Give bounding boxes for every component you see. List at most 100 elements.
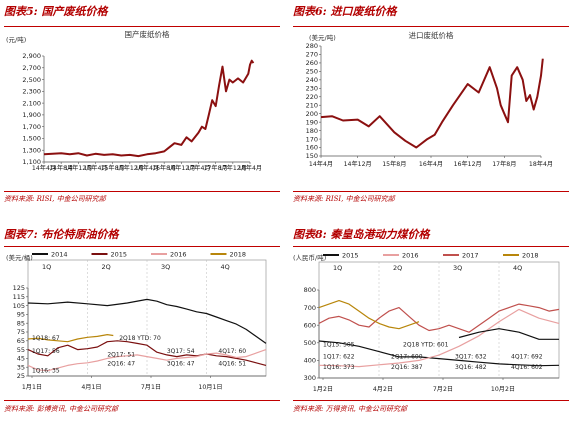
data-annotation: 3Q17: 54 bbox=[167, 348, 195, 355]
series-line bbox=[27, 349, 267, 372]
source-rule bbox=[4, 400, 280, 401]
legend-label: 2018 bbox=[230, 250, 247, 258]
data-annotation: 2Q16: 387 bbox=[391, 364, 423, 371]
legend-label: 2018 bbox=[522, 251, 539, 259]
figure-title: 图表5: 国产废纸价格 bbox=[4, 5, 108, 18]
source-rule bbox=[293, 400, 569, 401]
panel-brent-oil: 图表7: 布伦特原油价格 (美元/桶) 25 35 45 55 65 75 85 95 105 11… bbox=[0, 214, 289, 427]
source-note: 资料来源: RISI, 中金公司研究部 bbox=[4, 195, 106, 203]
y-tick-label: 800 bbox=[304, 286, 316, 294]
y-tick-label: 160 bbox=[306, 144, 318, 152]
quarter-label: 3Q bbox=[453, 264, 462, 272]
source-note: 资料来源: RISI, 中金公司研究部 bbox=[293, 195, 395, 203]
y-tick-label: 270 bbox=[306, 51, 318, 59]
y-tick-label: 75 bbox=[17, 328, 25, 336]
y-tick-label: 35 bbox=[17, 363, 25, 371]
y-tick-label: 180 bbox=[306, 127, 318, 135]
source-rule bbox=[293, 191, 569, 192]
y-tick-label: 200 bbox=[306, 110, 318, 118]
legend-label: 2015 bbox=[111, 250, 128, 258]
x-tick-label: 4月1日 bbox=[81, 384, 101, 391]
data-annotation: 1Q17: 622 bbox=[323, 354, 355, 361]
y-tick-label: 1,900 bbox=[22, 111, 41, 119]
x-tick-label: 14年4月 bbox=[32, 164, 56, 172]
x-tick-label: 15年12月 bbox=[116, 164, 144, 172]
y-tick-label: 95 bbox=[17, 311, 25, 319]
y-tick-label: 400 bbox=[304, 357, 316, 365]
y-tick-label: 105 bbox=[13, 302, 25, 310]
y-axis-label: (人民币/吨) bbox=[293, 253, 326, 262]
legend-label: 2016 bbox=[170, 250, 187, 258]
y-axis-label: (元/吨) bbox=[6, 35, 26, 44]
data-annotation: 1Q18: 67 bbox=[32, 335, 60, 342]
quarter-label: 1Q bbox=[333, 264, 342, 272]
data-annotation: 2Q16: 47 bbox=[107, 360, 135, 367]
chart-imported-wastepaper: 进口废纸价格(美元/吨)1501601701801902002102202302… bbox=[306, 30, 554, 168]
y-tick-label: 280 bbox=[306, 42, 318, 50]
data-annotation: 3Q17: 632 bbox=[455, 354, 487, 361]
y-tick-label: 45 bbox=[17, 355, 25, 363]
x-tick-label: 14年12月 bbox=[64, 164, 92, 172]
data-annotation: 3Q16: 482 bbox=[455, 364, 487, 371]
source-note: 资料来源: 彭博资讯, 中金公司研究部 bbox=[4, 405, 119, 413]
x-tick-label: 7月1日 bbox=[141, 384, 161, 391]
series-line bbox=[318, 340, 560, 367]
series-line bbox=[318, 308, 560, 368]
x-tick-label: 14年8月 bbox=[49, 164, 73, 172]
series-line bbox=[43, 59, 255, 158]
y-tick-label: 85 bbox=[17, 319, 25, 327]
data-annotation: 1Q15: 505 bbox=[323, 341, 355, 348]
x-tick-label: 15年8月 bbox=[101, 164, 125, 172]
quarter-label: 1Q bbox=[42, 263, 51, 271]
y-tick-label: 55 bbox=[17, 346, 25, 354]
series-line bbox=[318, 303, 560, 333]
quarter-label: 4Q bbox=[513, 264, 522, 272]
y-tick-label: 25 bbox=[17, 372, 25, 380]
y-tick-label: 2,100 bbox=[22, 99, 41, 107]
data-annotation: 4Q16: 602 bbox=[511, 364, 543, 371]
y-axis-label: (美元/桶) bbox=[6, 253, 33, 262]
x-tick-label: 17年4月 bbox=[186, 164, 210, 172]
x-tick-label: 15年8月 bbox=[382, 160, 406, 168]
data-annotation: 2Q18 YTD: 601 bbox=[403, 341, 449, 348]
x-tick-label: 14年12月 bbox=[344, 160, 372, 168]
y-tick-label: 600 bbox=[304, 321, 316, 329]
data-annotation: 4Q17: 692 bbox=[511, 354, 543, 361]
data-annotation: 3Q16: 47 bbox=[167, 360, 195, 367]
y-tick-label: 2,700 bbox=[22, 64, 41, 72]
series-line bbox=[320, 58, 544, 149]
legend-label: 2017 bbox=[462, 251, 479, 259]
y-tick-label: 220 bbox=[306, 93, 318, 101]
legend-label: 2014 bbox=[51, 250, 68, 258]
legend-label: 2016 bbox=[402, 251, 419, 259]
data-annotation: 1Q16: 373 bbox=[323, 364, 355, 371]
series-line bbox=[458, 328, 559, 340]
panel-imported-wastepaper: 图表6: 进口废纸价格 进口废纸价格 (美元/吨) 150 160 170 180 190 2… bbox=[289, 0, 578, 214]
x-tick-label: 16年12月 bbox=[167, 164, 195, 172]
title-rule bbox=[4, 246, 280, 247]
chart-title: 国产废纸价格 bbox=[125, 29, 170, 39]
x-tick-label: 1月1日 bbox=[22, 384, 42, 391]
x-tick-label: 16年4月 bbox=[419, 160, 443, 168]
x-tick-label: 1月2日 bbox=[313, 386, 333, 393]
series-line bbox=[27, 340, 267, 366]
x-tick-label: 17年8月 bbox=[204, 164, 228, 172]
x-tick-label: 10月1日 bbox=[198, 384, 222, 391]
series-line bbox=[318, 299, 420, 330]
y-tick-label: 1,700 bbox=[22, 123, 41, 131]
y-tick-label: 260 bbox=[306, 59, 318, 67]
y-tick-label: 170 bbox=[306, 135, 318, 143]
x-tick-label: 15年4月 bbox=[83, 164, 107, 172]
y-tick-label: 230 bbox=[306, 85, 318, 93]
chart-domestic-wastepaper: 国产废纸价格 (元/吨) 1,100 1,300 1,500 1,700 1,900 2,10… bbox=[6, 29, 262, 172]
x-tick-label: 16年8月 bbox=[152, 164, 176, 172]
x-tick-label: 14年4月 bbox=[309, 160, 333, 168]
title-rule bbox=[293, 246, 569, 247]
x-tick-label: 17年12月 bbox=[219, 164, 247, 172]
y-tick-label: 1,500 bbox=[22, 135, 41, 143]
legend-label: 2015 bbox=[342, 251, 359, 259]
y-tick-label: 2,500 bbox=[22, 76, 41, 84]
chart-qinhuangdao-coal: (人民币/吨) 300 400 500 600 700 800 1月2日 4月2日 7月2日 10月… bbox=[293, 251, 560, 393]
panel-qinhuangdao-coal: 图表8: 秦皇岛港动力煤价格 (人民币/吨) 300 400 500 600 700 800… bbox=[289, 214, 578, 427]
